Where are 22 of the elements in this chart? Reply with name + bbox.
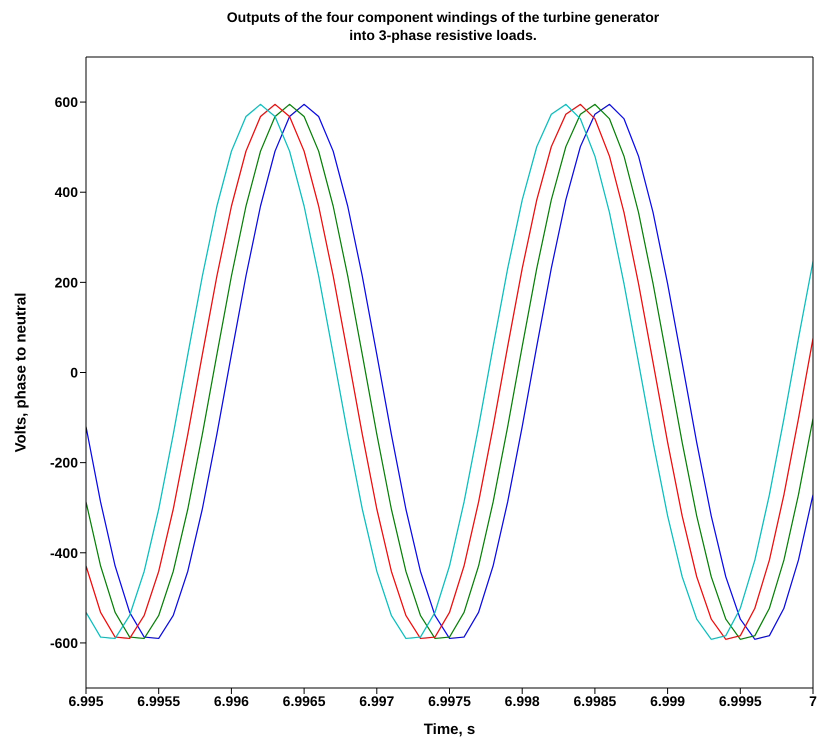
x-tick-label: 6.998: [504, 692, 540, 709]
x-tick-label: 6.999: [650, 692, 686, 709]
y-axis-title: Volts, phase to neutral: [12, 292, 30, 452]
x-axis-title: Time, s: [424, 721, 476, 738]
x-tick-label: 6.996: [214, 692, 250, 709]
y-tick-label: -200: [50, 454, 78, 471]
x-tick-label: 6.9985: [573, 692, 617, 709]
chart-title: Outputs of the four component windings of the turbine generator into 3-phase resistive loads.: [226, 8, 660, 44]
y-tick-label: -600: [50, 634, 78, 651]
x-tick-label: 6.9955: [137, 692, 180, 709]
y-tick-label: 400: [54, 184, 78, 200]
x-tick-label: 6.9965: [282, 692, 326, 709]
x-tick-label: 6.995: [68, 692, 104, 709]
line-series: [86, 104, 813, 640]
x-tick-label: 7: [809, 692, 818, 709]
x-tick-label: 6.9975: [428, 692, 472, 709]
y-tick-label: 600: [54, 94, 78, 110]
y-tick-label: 200: [54, 274, 78, 290]
x-tick-label: 6.9995: [718, 692, 762, 709]
y-tick-label: 0: [70, 364, 78, 380]
y-tick-label: -400: [50, 544, 78, 561]
x-tick-label: 6.997: [359, 692, 395, 709]
